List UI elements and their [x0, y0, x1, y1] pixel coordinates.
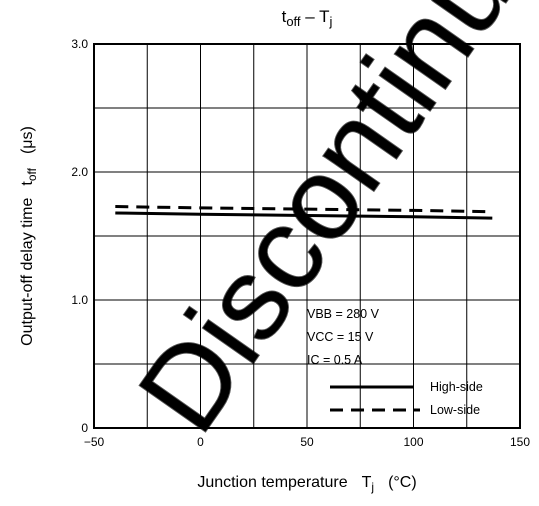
- grid: [94, 44, 520, 428]
- y-tick-label: 1.0: [71, 293, 88, 307]
- x-tick-label: 50: [300, 435, 314, 449]
- plot-frame: [93, 43, 521, 429]
- series-group: [115, 205, 493, 220]
- y-axis-label: Output-off delay timetoff(μs): [19, 126, 39, 346]
- series-line-high-side: [115, 211, 493, 220]
- legend-label-high-side: High-side: [430, 380, 483, 394]
- legend: High-side Low-side: [330, 380, 483, 417]
- x-tick-labels: −50 0 50 100 150: [84, 435, 531, 449]
- condition-vbb: VBB = 280 V: [307, 307, 380, 321]
- y-tick-label: 0: [81, 421, 88, 435]
- condition-vcc: VCC = 15 V: [307, 330, 374, 344]
- x-tick-label: −50: [84, 435, 105, 449]
- conditions: VBB = 280 V VCC = 15 V IC = 0.5 A: [307, 307, 380, 367]
- legend-label-low-side: Low-side: [430, 403, 480, 417]
- x-tick-label: 100: [403, 435, 423, 449]
- chart-title: toff – Tj: [282, 7, 333, 29]
- y-tick-label: 3.0: [71, 37, 88, 51]
- x-tick-label: 150: [510, 435, 530, 449]
- condition-ic: IC = 0.5 A: [307, 353, 363, 367]
- series-line-low-side: [115, 205, 493, 214]
- x-tick-label: 0: [197, 435, 204, 449]
- x-axis-label: Junction temperature Tj (°C): [197, 474, 416, 494]
- y-tick-label: 2.0: [71, 165, 88, 179]
- y-tick-labels: 0 1.0 2.0 3.0: [71, 37, 88, 435]
